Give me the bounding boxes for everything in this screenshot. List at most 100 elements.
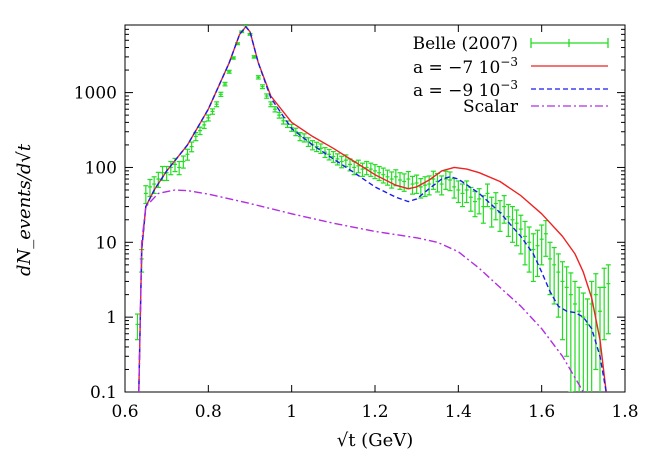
belle-data-points xyxy=(135,25,611,392)
belle-point xyxy=(476,188,482,215)
series-line-2 xyxy=(138,189,584,392)
legend-label-a9-prefix: a = −9 10 xyxy=(413,81,500,101)
belle-point xyxy=(251,55,257,59)
axis-tick-labels: 0.6 0.8 1 1.2 1.4 1.6 1.8 0.1 1 10 100 1000 xyxy=(74,84,639,422)
legend: Belle (2007) a = −7 10−3 a = −9 10−3 Sca… xyxy=(413,34,609,117)
belle-point xyxy=(147,178,153,198)
y-tick-label: 1000 xyxy=(74,84,117,104)
belle-point xyxy=(547,241,553,296)
belle-point xyxy=(172,157,178,173)
belle-point xyxy=(518,214,524,255)
belle-point xyxy=(605,264,611,335)
belle-point xyxy=(489,196,495,228)
belle-point xyxy=(339,155,345,169)
belle-point xyxy=(472,190,478,218)
belle-point xyxy=(264,93,270,99)
belle-point xyxy=(360,162,365,177)
y-tick-label: 100 xyxy=(85,158,117,178)
legend-label-a7: a = −7 10−3 xyxy=(413,55,518,78)
belle-point xyxy=(585,298,590,392)
legend-swatch-belle xyxy=(530,38,609,48)
x-tick-label: 0.6 xyxy=(111,402,138,422)
x-tick-label: 1 xyxy=(286,402,297,422)
belle-point xyxy=(601,267,607,341)
x-tick-label: 1.2 xyxy=(361,402,388,422)
y-tick-label: 10 xyxy=(95,233,117,253)
belle-point xyxy=(276,111,282,119)
x-axis-title-text: √t (GeV) xyxy=(337,430,414,451)
belle-point xyxy=(560,261,565,341)
belle-point xyxy=(318,143,324,155)
legend-label-a7-prefix: a = −7 10 xyxy=(413,58,500,78)
belle-point xyxy=(376,165,382,182)
belle-point xyxy=(526,226,532,273)
axis-ticks xyxy=(124,24,626,393)
belle-point xyxy=(364,160,370,176)
belle-point xyxy=(189,141,195,153)
belle-point xyxy=(410,175,415,195)
belle-point xyxy=(305,137,311,148)
x-axis-title: √t (GeV) xyxy=(337,430,414,451)
belle-point xyxy=(426,175,432,196)
belle-point xyxy=(568,272,574,392)
x-tick-label: 1.6 xyxy=(528,402,555,422)
x-tick-label: 0.8 xyxy=(195,402,222,422)
legend-label-belle: Belle (2007) xyxy=(413,34,518,54)
belle-point xyxy=(280,117,286,125)
belle-point xyxy=(389,171,395,189)
x-tick-label: 1.4 xyxy=(445,402,472,422)
belle-point xyxy=(414,174,420,195)
belle-point xyxy=(480,195,486,224)
legend-label-a9-exp: −3 xyxy=(500,78,518,92)
belle-point xyxy=(543,219,549,257)
y-axis-title: dN_events/d√t xyxy=(14,143,35,276)
belle-point xyxy=(176,160,182,176)
belle-point xyxy=(505,203,511,237)
belle-point xyxy=(576,286,582,392)
belle-point xyxy=(330,150,336,163)
belle-point xyxy=(555,253,561,318)
belle-point xyxy=(214,101,220,108)
belle-point xyxy=(230,56,236,60)
belle-point xyxy=(401,173,407,192)
belle-point xyxy=(272,106,278,113)
belle-point xyxy=(539,224,545,266)
y-axis-title-text: dN_events/d√t xyxy=(14,143,35,276)
belle-point xyxy=(243,25,249,27)
belle-point xyxy=(551,246,557,305)
belle-point xyxy=(497,200,503,232)
belle-point xyxy=(143,185,149,205)
belle-point xyxy=(297,132,303,142)
belle-point xyxy=(185,148,190,161)
belle-point xyxy=(372,164,378,180)
belle-point xyxy=(380,167,386,184)
y-tick-label: 0.1 xyxy=(90,383,117,403)
belle-point xyxy=(468,186,474,212)
belle-point xyxy=(501,195,507,224)
belle-point xyxy=(205,114,211,122)
belle-point xyxy=(218,91,224,97)
model-curves xyxy=(138,26,607,392)
belle-point xyxy=(268,101,274,108)
plot-frame xyxy=(124,24,626,393)
belle-point xyxy=(210,108,215,115)
legend-label-a9: a = −9 10−3 xyxy=(413,78,518,101)
belle-point xyxy=(485,183,490,208)
belle-point xyxy=(326,148,332,161)
belle-point xyxy=(572,280,578,392)
belle-point xyxy=(255,75,261,80)
belle-point xyxy=(464,180,470,204)
belle-point xyxy=(226,69,232,74)
y-tick-label: 1 xyxy=(106,308,117,328)
belle-point xyxy=(222,81,228,87)
belle-point xyxy=(422,176,428,198)
belle-point xyxy=(535,229,540,278)
belle-point xyxy=(368,162,374,177)
belle-point xyxy=(447,171,453,192)
belle-point xyxy=(293,127,299,137)
belle-point xyxy=(530,233,536,283)
belle-point xyxy=(335,153,340,166)
belle-point xyxy=(201,121,207,130)
legend-label-a7-exp: −3 xyxy=(500,55,518,69)
